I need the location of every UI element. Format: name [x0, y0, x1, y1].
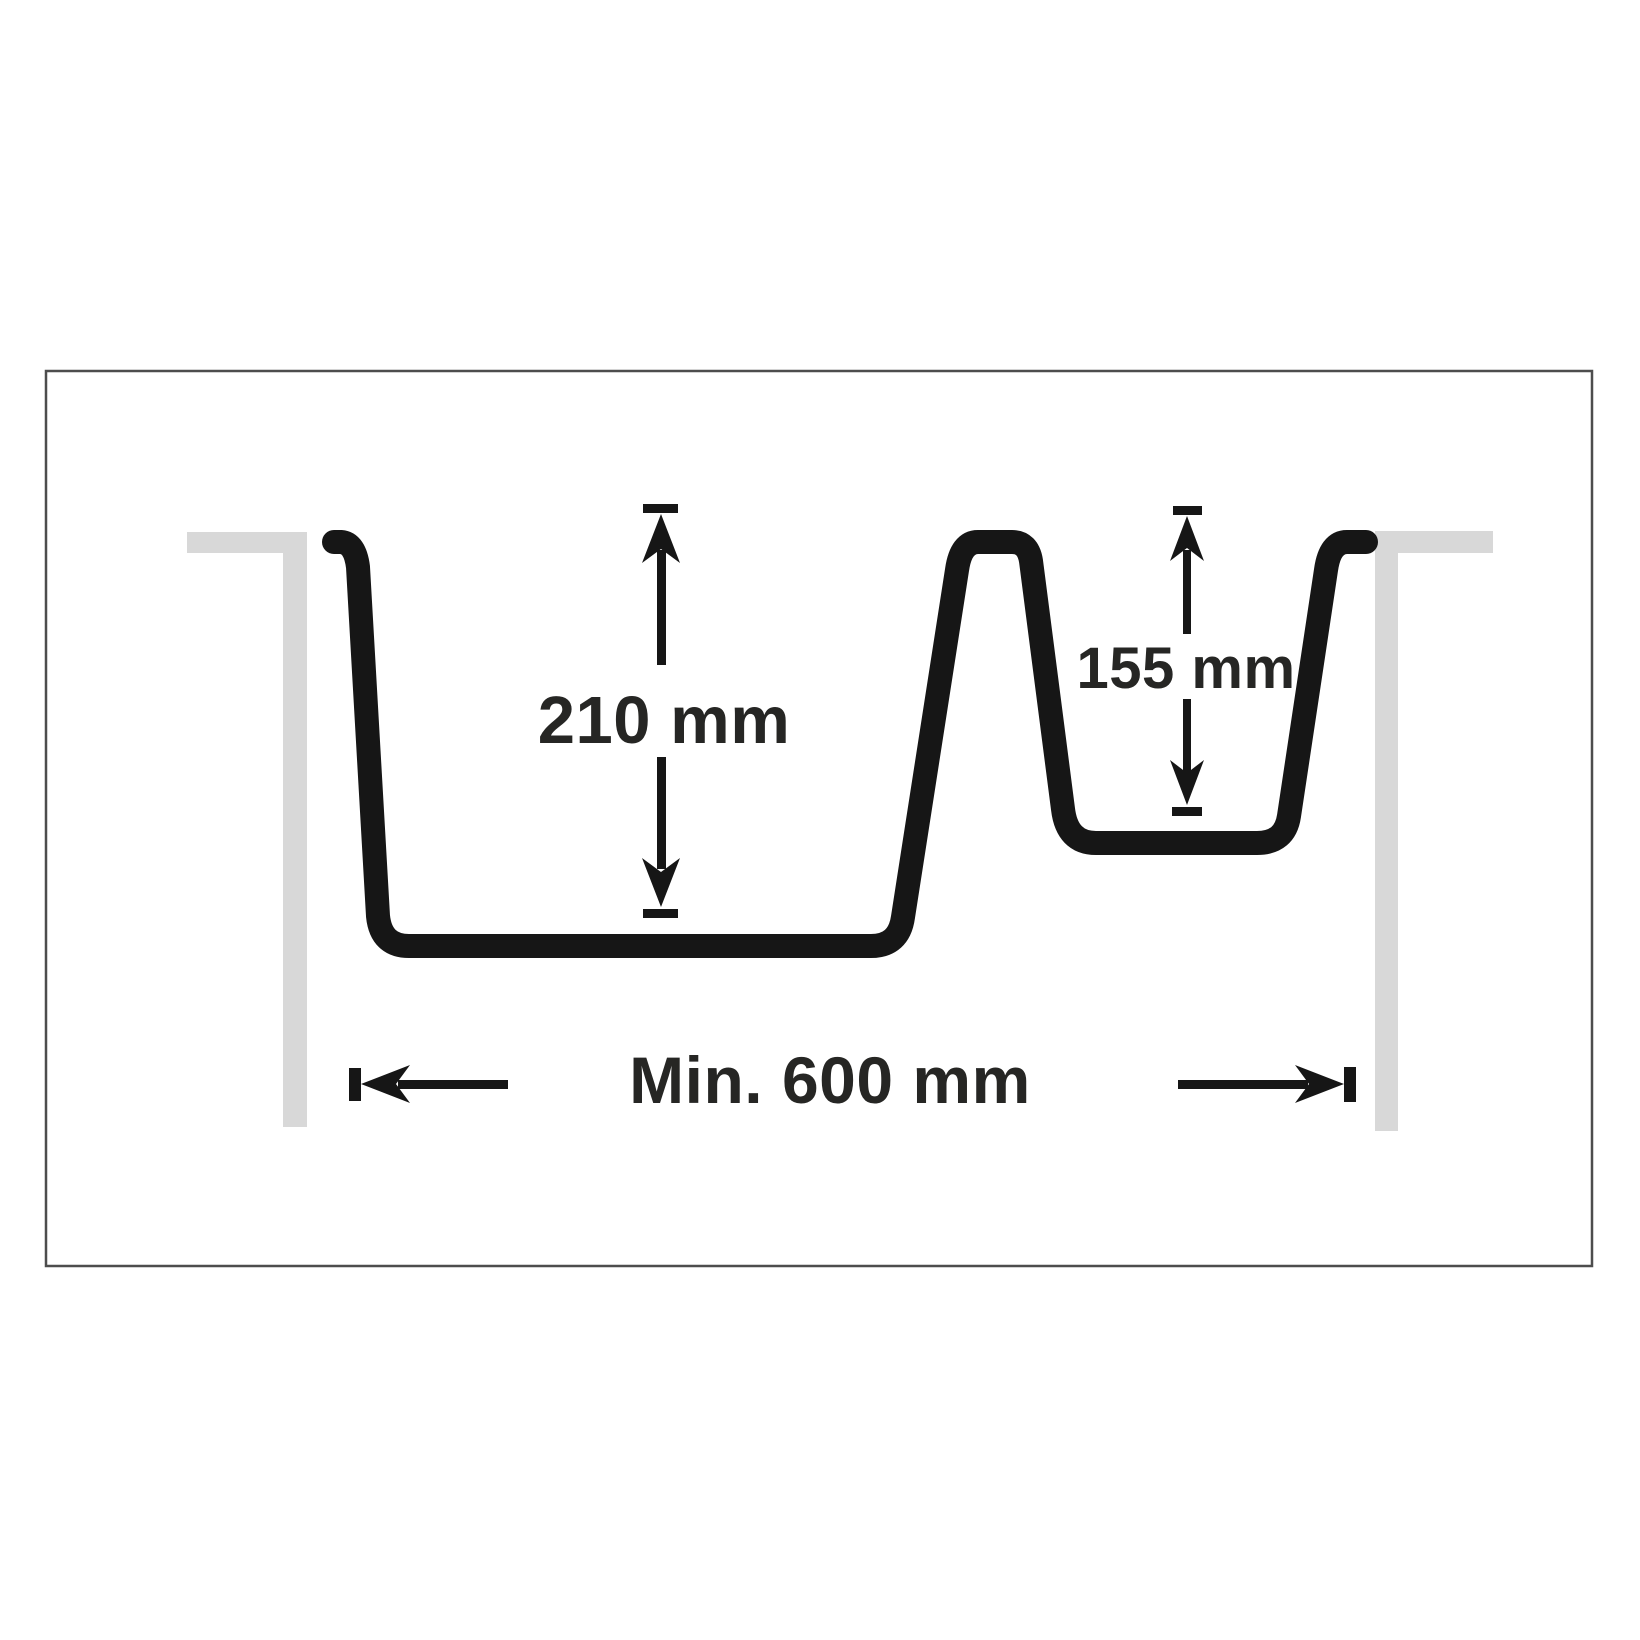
dim-210-lower-shaft: [657, 757, 666, 869]
figure-border: [44, 369, 1594, 1268]
countertop-left-edge: [283, 532, 307, 1127]
dim-210-top-tick: [643, 504, 678, 513]
countertop-left: [187, 532, 307, 1127]
countertop-right: [1375, 531, 1493, 1131]
dim-155-up-arrowhead: [1170, 516, 1204, 561]
min-cabinet-width-label: Min. 600 mm: [629, 1043, 1031, 1117]
countertop-left-top-surface: [187, 532, 307, 553]
dim-600-right-shaft: [1178, 1080, 1308, 1089]
dim-155-top-tick: [1173, 506, 1202, 515]
dim-600-left-arrowhead: [361, 1065, 410, 1103]
dim-600-left-tick: [349, 1068, 361, 1101]
dimension-main-bowl-depth: 210 mm: [538, 504, 791, 918]
dim-155-bottom-tick: [1172, 807, 1202, 816]
dim-155-upper-shaft: [1183, 550, 1191, 634]
dim-600-right-arrowhead: [1295, 1065, 1344, 1103]
dim-210-down-arrowhead: [642, 858, 680, 907]
dim-600-right-tick: [1344, 1067, 1356, 1102]
second-bowl-depth-label: 155 mm: [1076, 636, 1295, 701]
countertop-right-top-surface: [1375, 531, 1493, 553]
dim-210-bottom-tick: [643, 909, 678, 918]
sink-outline: [322, 530, 1378, 958]
dim-600-left-shaft: [398, 1080, 508, 1089]
dimension-second-bowl-depth: 155 mm: [1076, 506, 1295, 816]
main-bowl-depth-label: 210 mm: [538, 683, 791, 758]
dim-210-upper-shaft: [657, 550, 666, 665]
dim-210-up-arrowhead: [642, 514, 680, 563]
dimension-min-cabinet-width: Min. 600 mm: [349, 1043, 1356, 1117]
dim-155-lower-shaft: [1183, 699, 1191, 779]
dim-155-down-arrowhead: [1170, 760, 1204, 805]
countertop-right-edge: [1375, 531, 1398, 1131]
